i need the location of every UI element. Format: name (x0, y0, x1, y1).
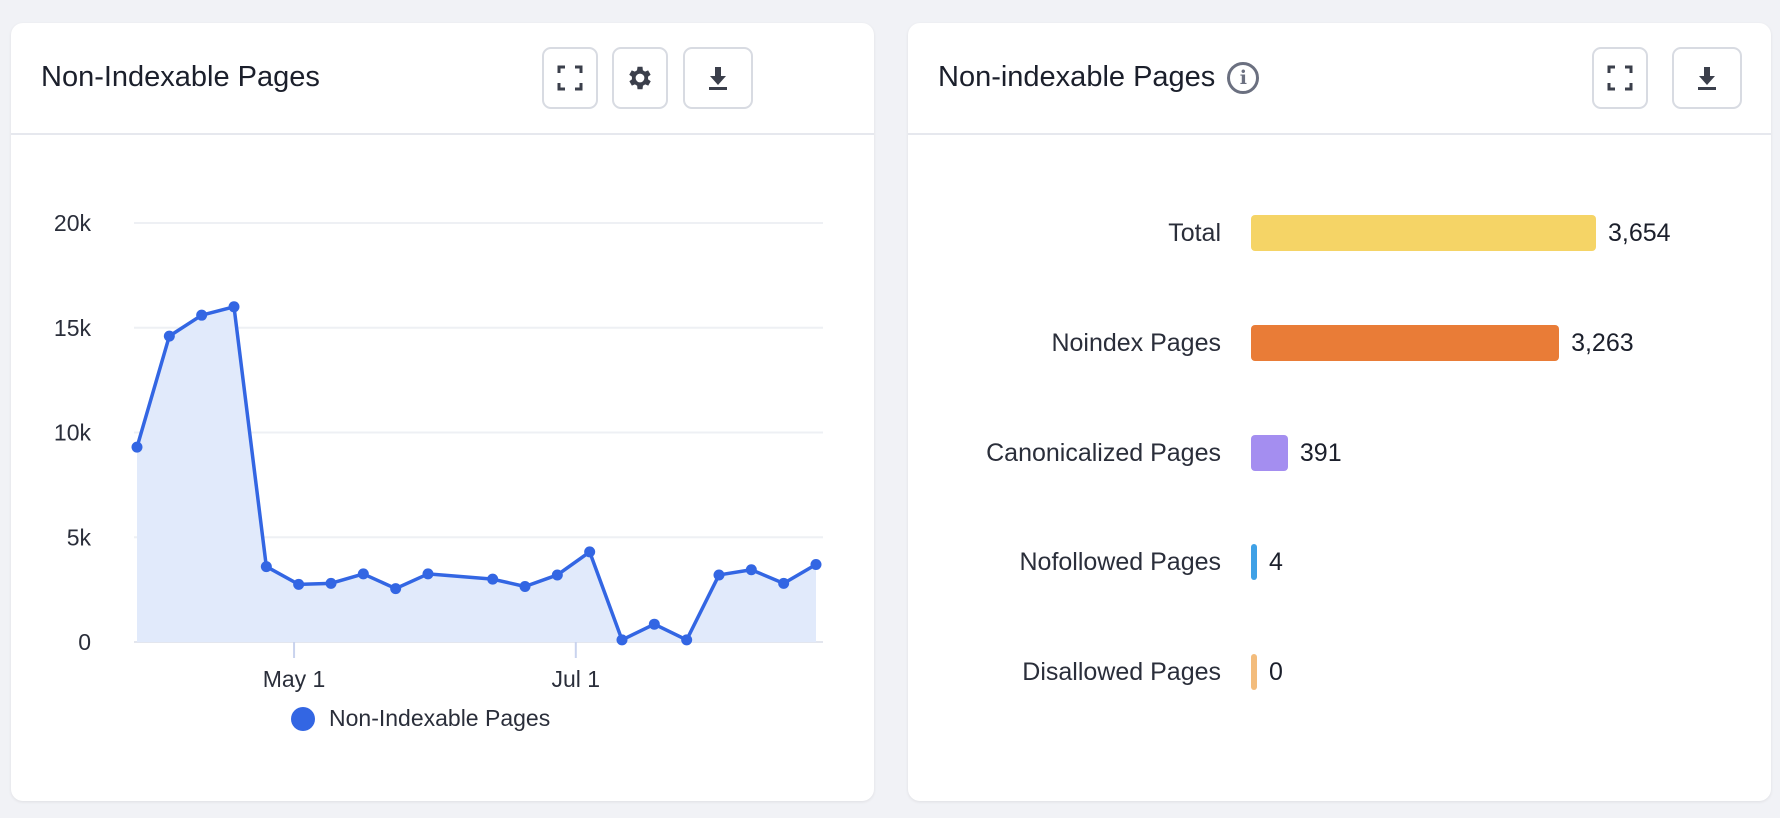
bar-label: Noindex Pages (1051, 329, 1221, 357)
bar-value: 4 (1269, 548, 1283, 576)
card-header: Non-indexable Pages i (908, 23, 1771, 135)
data-point (293, 578, 305, 590)
data-point (260, 561, 272, 573)
download-icon (709, 67, 727, 90)
data-point (778, 577, 790, 589)
legend-marker (291, 706, 315, 731)
data-point (648, 618, 660, 630)
data-point (422, 568, 434, 580)
non-indexable-pages-line-card: Non-Indexable Pages 0 5k 10k 15k 20k May 1 Jul… (11, 23, 874, 801)
gear-icon (629, 66, 651, 90)
non-indexable-pages-bar-card: Non-indexable Pages i Total 3,654 Noindex… (908, 23, 1771, 801)
data-point (487, 573, 499, 585)
card-title: Non-Indexable Pages (41, 61, 320, 93)
data-point (681, 634, 693, 646)
bar-value: 3,263 (1571, 329, 1634, 357)
y-tick-label: 0 (78, 629, 91, 655)
bar-value: 0 (1269, 658, 1283, 686)
download-icon (1698, 67, 1716, 90)
data-point (616, 634, 628, 646)
download-button[interactable] (683, 47, 753, 109)
data-point (131, 441, 143, 453)
download-button[interactable] (1672, 47, 1742, 109)
card-header: Non-Indexable Pages (11, 23, 874, 135)
legend-label: Non-Indexable Pages (329, 705, 551, 731)
data-point (228, 301, 240, 313)
info-icon[interactable]: i (1227, 61, 1260, 94)
y-tick-label: 5k (67, 524, 92, 550)
bar[interactable] (1251, 325, 1560, 361)
data-point (584, 546, 596, 558)
bar-label: Disallowed Pages (1022, 658, 1221, 686)
bar[interactable] (1251, 654, 1257, 690)
bar[interactable] (1251, 435, 1288, 471)
x-tick-label: Jul 1 (552, 666, 601, 692)
settings-button[interactable] (612, 47, 668, 109)
expand-icon (1607, 65, 1633, 91)
expand-icon (557, 65, 583, 91)
bar[interactable] (1251, 544, 1257, 580)
data-point (196, 309, 208, 321)
card-title-text: Non-indexable Pages (938, 61, 1216, 93)
data-point (390, 583, 402, 595)
bar-value: 3,654 (1608, 219, 1671, 247)
data-point (810, 558, 822, 570)
line-chart: 0 5k 10k 15k 20k May 1 Jul 1 (54, 210, 823, 692)
bar-row[interactable]: Canonicalized Pages 391 (908, 433, 1771, 473)
bar-row[interactable]: Noindex Pages 3,263 (908, 323, 1771, 363)
x-tick-label: May 1 (263, 666, 326, 692)
data-point (713, 569, 725, 581)
data-point (551, 569, 563, 581)
bar-row[interactable]: Disallowed Pages 0 (908, 652, 1771, 692)
bar-value: 391 (1299, 439, 1342, 467)
bar-label: Nofollowed Pages (1019, 548, 1221, 576)
data-point (325, 577, 337, 589)
bar-label: Canonicalized Pages (986, 439, 1221, 467)
series-area (137, 306, 816, 642)
y-tick-label: 15k (54, 315, 92, 341)
data-point (519, 580, 531, 592)
chart-legend[interactable]: Non-Indexable Pages (291, 705, 550, 732)
card-title: Non-indexable Pages i (938, 61, 1260, 94)
data-point (163, 330, 175, 342)
data-point (357, 568, 369, 580)
data-point (745, 564, 757, 576)
expand-button[interactable] (542, 47, 598, 109)
bar-row[interactable]: Nofollowed Pages 4 (908, 542, 1771, 582)
y-tick-label: 20k (54, 210, 92, 236)
bar[interactable] (1251, 215, 1596, 251)
bar-label: Total (1168, 219, 1221, 247)
bar-row[interactable]: Total 3,654 (908, 213, 1771, 253)
y-tick-label: 10k (54, 420, 92, 446)
expand-button[interactable] (1592, 47, 1648, 109)
